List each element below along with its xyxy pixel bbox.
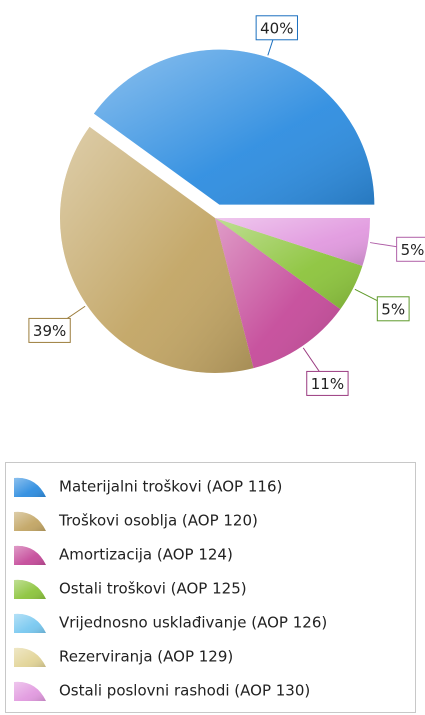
slice-shine: [93, 49, 375, 205]
legend-swatch-shine: [14, 613, 46, 633]
data-label: 39%: [33, 322, 66, 340]
data-label: 5%: [381, 300, 405, 318]
slice-shine: [215, 218, 341, 369]
legend-label: Ostali troškovi (AOP 125): [59, 580, 247, 598]
legend-box: [5, 462, 416, 713]
slice-shine: [215, 218, 370, 266]
data-label: 5%: [401, 241, 425, 259]
legend-label: Vrijednosno usklađivanje (AOP 126): [59, 614, 327, 632]
label-box: [376, 296, 410, 322]
legend-swatch-shine: [14, 681, 46, 701]
legend-label: Ostali poslovni rashodi (AOP 130): [59, 682, 310, 700]
legend-label: Amortizacija (AOP 124): [59, 546, 233, 564]
legend-swatch-shine: [14, 545, 46, 565]
label-box: [306, 370, 349, 396]
legend-swatch-shine: [14, 477, 46, 497]
label-box: [396, 236, 425, 262]
label-box: [255, 15, 298, 41]
legend-label: Materijalni troškovi (AOP 116): [59, 478, 282, 496]
slice-shine: [60, 126, 254, 374]
legend-label: Troškovi osoblja (AOP 120): [58, 512, 258, 530]
label-box: [28, 317, 71, 343]
data-label: 11%: [311, 375, 344, 393]
data-label: 40%: [260, 19, 293, 37]
legend-swatch-shine: [14, 647, 46, 667]
legend-label: Rezerviranja (AOP 129): [59, 648, 233, 666]
legend-swatch-shine: [14, 579, 46, 599]
slice-shine: [215, 218, 363, 310]
legend-swatch-shine: [14, 511, 46, 531]
